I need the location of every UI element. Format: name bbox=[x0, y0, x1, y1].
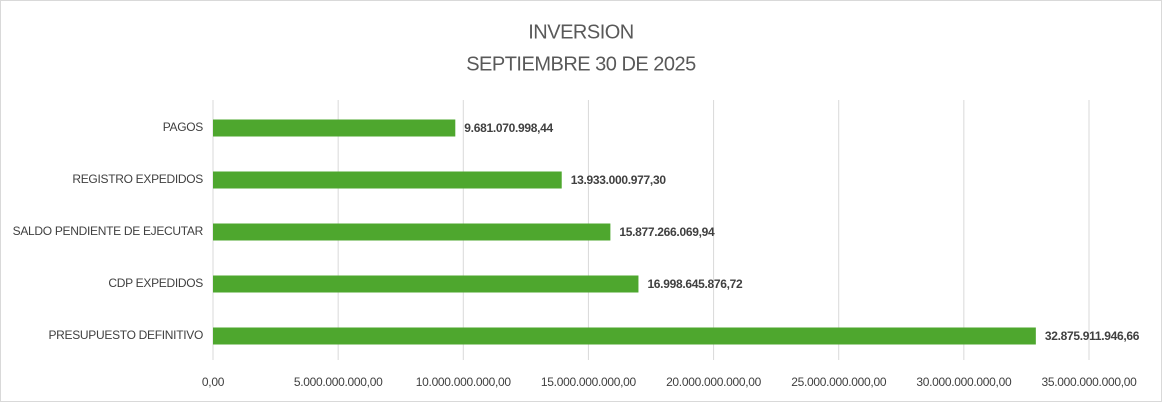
value-label: 9.681.070.998,44 bbox=[464, 121, 553, 135]
x-tick-label: 25.000.000.000,00 bbox=[791, 375, 887, 389]
x-tick-label: 15.000.000.000,00 bbox=[541, 375, 637, 389]
chart-title: INVERSION bbox=[528, 21, 634, 43]
bar bbox=[213, 171, 562, 189]
value-label: 32.875.911.946,66 bbox=[1045, 329, 1140, 343]
y-tick-label: SALDO PENDIENTE DE EJECUTAR bbox=[13, 224, 204, 238]
x-tick-label: 10.000.000.000,00 bbox=[416, 375, 512, 389]
bar bbox=[213, 119, 456, 137]
value-label: 16.998.645.876,72 bbox=[647, 277, 743, 291]
bar bbox=[213, 275, 639, 293]
chart-subtitle: SEPTIEMBRE 30 DE 2025 bbox=[466, 53, 696, 75]
x-tick-label: 35.000.000.000,00 bbox=[1042, 375, 1138, 389]
value-label: 15.877.266.069,94 bbox=[619, 225, 715, 239]
x-tick-label: 0,00 bbox=[202, 375, 225, 389]
y-tick-label: CDP EXPEDIDOS bbox=[108, 276, 203, 290]
x-tick-label: 30.000.000.000,00 bbox=[916, 375, 1012, 389]
x-tick-label: 5.000.000.000,00 bbox=[294, 375, 383, 389]
x-tick-label: 20.000.000.000,00 bbox=[666, 375, 762, 389]
y-tick-label: REGISTRO EXPEDIDOS bbox=[72, 172, 203, 186]
bar bbox=[213, 327, 1036, 345]
bar bbox=[213, 223, 611, 241]
y-tick-label: PRESUPUESTO DEFINITIVO bbox=[48, 328, 203, 342]
y-tick-label: PAGOS bbox=[163, 120, 204, 134]
value-label: 13.933.000.977,30 bbox=[571, 173, 667, 187]
